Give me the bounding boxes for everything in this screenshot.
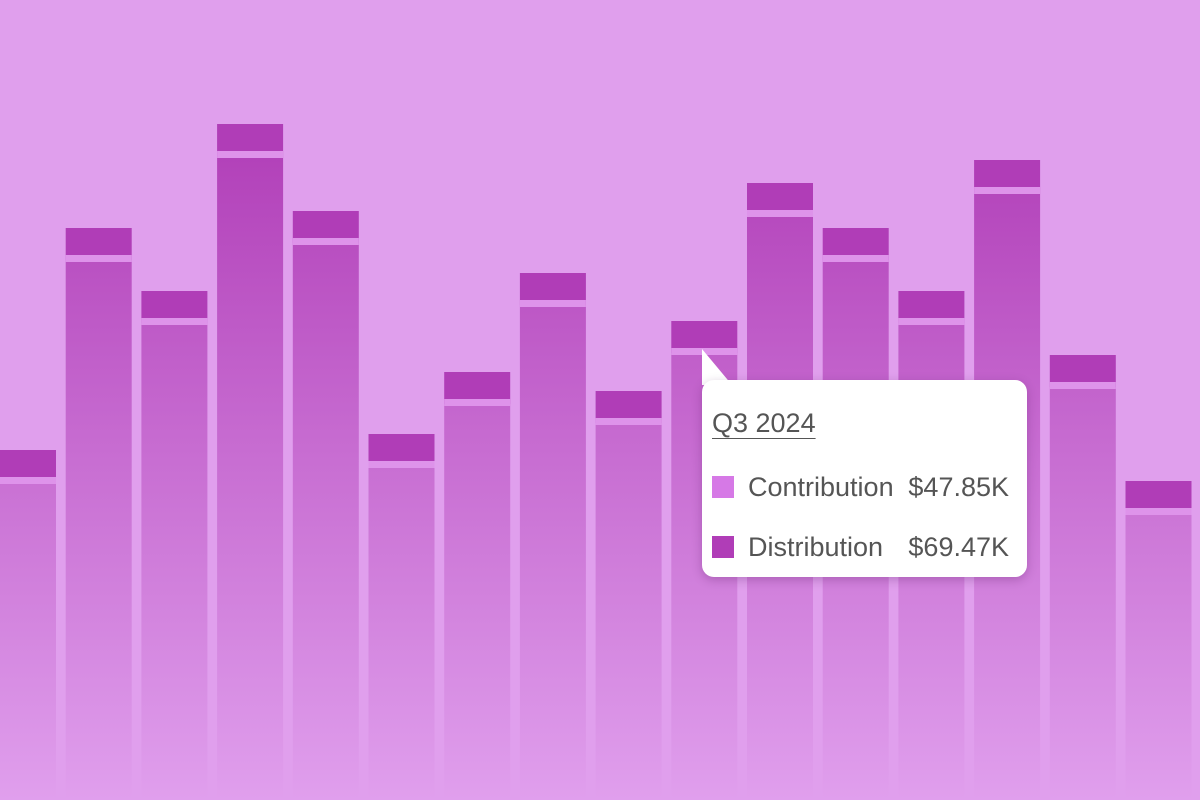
tooltip-pointer — [702, 349, 732, 385]
bar-distribution[interactable] — [292, 211, 359, 243]
bar-distribution[interactable] — [822, 228, 889, 260]
bar-segment-divider — [1049, 382, 1116, 389]
bar-distribution[interactable] — [141, 291, 208, 323]
bar-segment-divider — [292, 238, 359, 245]
bar-segment-divider — [0, 477, 56, 484]
bar-segment-divider — [444, 399, 511, 406]
tooltip-label-contribution: Contribution — [748, 472, 894, 502]
bar-segment-divider — [822, 255, 889, 262]
bar-segment-divider — [671, 348, 738, 355]
bar-segment-divider — [65, 255, 132, 262]
bar-distribution[interactable] — [671, 321, 738, 353]
bar-contribution[interactable] — [368, 466, 435, 800]
bar-segment-divider — [217, 151, 284, 158]
bar-distribution[interactable] — [747, 183, 813, 215]
bar-distribution[interactable] — [1125, 481, 1192, 513]
bar-segment-divider — [519, 300, 586, 307]
bar-segment-divider — [898, 318, 965, 325]
bar-distribution[interactable] — [974, 160, 1041, 192]
bar-contribution[interactable] — [141, 323, 208, 800]
bar-segment-divider — [1125, 508, 1192, 515]
tooltip: Q3 2024 Contribution $47.85K Distributio… — [702, 380, 1027, 577]
bar-contribution[interactable] — [217, 156, 284, 800]
bar-distribution[interactable] — [368, 434, 435, 466]
bar-segment-divider — [747, 210, 813, 217]
bar-distribution[interactable] — [519, 273, 586, 305]
bar-segment-divider — [141, 318, 208, 325]
bar-segment-divider — [974, 187, 1041, 194]
tooltip-row-distribution: Distribution $69.47K — [712, 531, 1017, 563]
tooltip-value-distribution: $69.47K — [908, 532, 1009, 562]
tooltip-title: Q3 2024 — [712, 408, 816, 438]
bar-distribution[interactable] — [65, 228, 132, 260]
bar-contribution[interactable] — [65, 260, 132, 800]
bar-segment-divider — [595, 418, 662, 425]
bar-distribution[interactable] — [595, 391, 662, 423]
bar-contribution[interactable] — [519, 305, 586, 800]
bar-distribution[interactable] — [898, 291, 965, 323]
tooltip-label-distribution: Distribution — [748, 532, 884, 562]
tooltip-value-contribution: $47.85K — [908, 472, 1009, 502]
bar-contribution[interactable] — [1049, 387, 1116, 800]
contribution-swatch — [712, 476, 734, 498]
bar-contribution[interactable] — [595, 423, 662, 800]
bar-contribution[interactable] — [1125, 513, 1192, 800]
distribution-swatch — [712, 536, 734, 558]
bar-contribution[interactable] — [444, 404, 511, 800]
tooltip-row-contribution: Contribution $47.85K — [712, 471, 1017, 503]
bar-contribution[interactable] — [292, 243, 359, 800]
bar-distribution[interactable] — [0, 450, 56, 482]
bar-distribution[interactable] — [444, 372, 511, 404]
bar-contribution[interactable] — [0, 482, 56, 800]
bar-segment-divider — [368, 461, 435, 468]
bar-distribution[interactable] — [217, 124, 284, 156]
bar-distribution[interactable] — [1049, 355, 1116, 387]
